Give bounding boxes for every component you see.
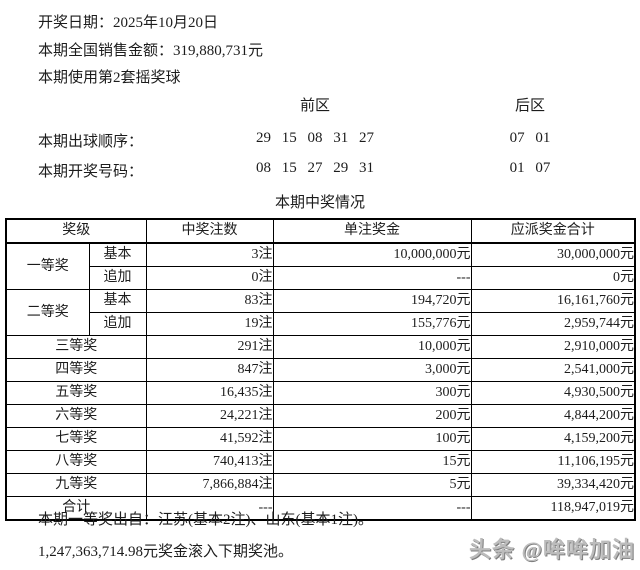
count-cell: 0注: [145, 266, 274, 290]
header-count: 中奖注数: [145, 218, 274, 244]
count-cell: 7,866,884注: [145, 473, 274, 497]
level-cell: 一等奖: [5, 242, 90, 290]
count-cell: 16,435注: [145, 381, 274, 405]
total-prize-cell: 2,541,000元: [470, 358, 636, 382]
row-fourth-prize: 四等奖 847注 3,000元 2,541,000元: [5, 358, 636, 382]
count-cell: 83注: [145, 289, 274, 313]
header-total-prize: 应派奖金合计: [470, 218, 636, 244]
sales-amount-line: 本期全国销售金额：319,880,731元: [38, 39, 263, 60]
row-ninth-prize: 九等奖 7,866,884注 5元 39,334,420元: [5, 473, 636, 497]
unit-prize-cell: 200元: [272, 404, 472, 428]
unit-prize-cell: 5元: [272, 473, 472, 497]
draw-date-label: 开奖日期：: [38, 15, 114, 31]
unit-prize-cell: 10,000元: [272, 335, 472, 359]
draw-date-value: 2025年10月20日: [113, 15, 219, 31]
ball-order-front-numbers: 29 15 08 31 27: [256, 130, 374, 146]
unit-prize-cell: ---: [272, 266, 472, 290]
total-prize-cell: 118,947,019元: [470, 496, 636, 521]
total-prize-cell: 2,959,744元: [470, 312, 636, 336]
back-zone-header: 后区: [514, 98, 545, 114]
row-total: 合计 --- --- 118,947,019元: [5, 496, 636, 521]
level-cell: 三等奖: [5, 335, 147, 359]
total-prize-cell: 0元: [470, 266, 636, 290]
row-third-prize: 三等奖 291注 10,000元 2,910,000元: [5, 335, 636, 359]
total-prize-cell: 2,910,000元: [470, 335, 636, 359]
level-cell: 七等奖: [5, 427, 147, 451]
row-fifth-prize: 五等奖 16,435注 300元 4,930,500元: [5, 381, 636, 405]
level-cell: 四等奖: [5, 358, 147, 382]
prize-table-title: 本期中奖情况: [274, 195, 365, 211]
sub-cell: 追加: [88, 312, 147, 336]
unit-prize-cell: 15元: [272, 450, 472, 474]
header-unit-prize: 单注奖金: [272, 218, 472, 244]
winning-numbers-front: 08 15 27 29 31: [256, 160, 374, 176]
row-first-prize-addon: 追加 0注 --- 0元: [6, 266, 636, 290]
row-second-prize-addon: 追加 19注 155,776元 2,959,744元: [6, 312, 636, 336]
total-prize-cell: 16,161,760元: [470, 289, 636, 313]
sales-amount-label: 本期全国销售金额：: [38, 43, 174, 59]
row-eighth-prize: 八等奖 740,413注 15元 11,106,195元: [5, 450, 636, 474]
ball-order-label: 本期出球顺序：: [38, 134, 144, 150]
header-level: 奖级: [5, 218, 147, 244]
sales-amount-value: 319,880,731元: [173, 43, 264, 59]
count-cell: 3注: [145, 242, 274, 267]
level-cell: 八等奖: [5, 450, 147, 474]
count-cell: 41,592注: [145, 427, 274, 451]
winning-numbers-back: 01 07: [509, 160, 551, 176]
count-cell: 291注: [145, 335, 274, 359]
unit-prize-cell: 155,776元: [272, 312, 472, 336]
sub-cell: 基本: [88, 242, 147, 267]
unit-prize-cell: 194,720元: [272, 289, 472, 313]
prize-table: 奖级 中奖注数 单注奖金 应派奖金合计 一等奖 基本 3注 10,000,000…: [5, 218, 636, 521]
level-cell: 五等奖: [5, 381, 147, 405]
unit-prize-cell: 300元: [272, 381, 472, 405]
unit-prize-cell: 100元: [272, 427, 472, 451]
count-cell: 24,221注: [145, 404, 274, 428]
sub-cell: 基本: [88, 289, 147, 313]
watermark: 头条 @哞哞加油: [469, 537, 635, 562]
level-cell: 合计: [5, 496, 147, 521]
level-cell: 九等奖: [5, 473, 147, 497]
front-zone-header: 前区: [299, 98, 330, 114]
unit-prize-cell: 3,000元: [272, 358, 472, 382]
level-cell: 二等奖: [5, 289, 90, 336]
row-sixth-prize: 六等奖 24,221注 200元 4,844,200元: [5, 404, 636, 428]
unit-prize-cell: 10,000,000元: [272, 242, 472, 267]
row-second-prize-basic: 二等奖 基本 83注 194,720元 16,161,760元: [5, 289, 636, 336]
rollover-note: 1,247,363,714.98元奖金滚入下期奖池。: [38, 544, 294, 560]
row-first-prize-basic: 一等奖 基本 3注 10,000,000元 30,000,000元: [5, 242, 636, 290]
count-cell: 19注: [145, 312, 274, 336]
total-prize-cell: 4,159,200元: [470, 427, 636, 451]
count-cell: ---: [145, 496, 274, 521]
total-prize-cell: 39,334,420元: [470, 473, 636, 497]
level-cell: 六等奖: [5, 404, 147, 428]
ball-order-back-numbers: 07 01: [509, 130, 551, 146]
sub-cell: 追加: [88, 266, 147, 290]
total-prize-cell: 4,930,500元: [470, 381, 636, 405]
row-seventh-prize: 七等奖 41,592注 100元 4,159,200元: [5, 427, 636, 451]
total-prize-cell: 30,000,000元: [470, 242, 636, 267]
count-cell: 847注: [145, 358, 274, 382]
draw-date-line: 开奖日期：2025年10月20日: [38, 11, 218, 32]
total-prize-cell: 11,106,195元: [470, 450, 636, 474]
prize-table-header-row: 奖级 中奖注数 单注奖金 应派奖金合计: [5, 218, 636, 244]
first-prize-source-note: 本期一等奖出自：江苏(基本2注)、山东(基本1注)。: [38, 512, 373, 528]
ball-set-line: 本期使用第2套摇奖球: [38, 70, 181, 86]
count-cell: 740,413注: [145, 450, 274, 474]
winning-numbers-label: 本期开奖号码：: [38, 164, 144, 180]
total-prize-cell: 4,844,200元: [470, 404, 636, 428]
